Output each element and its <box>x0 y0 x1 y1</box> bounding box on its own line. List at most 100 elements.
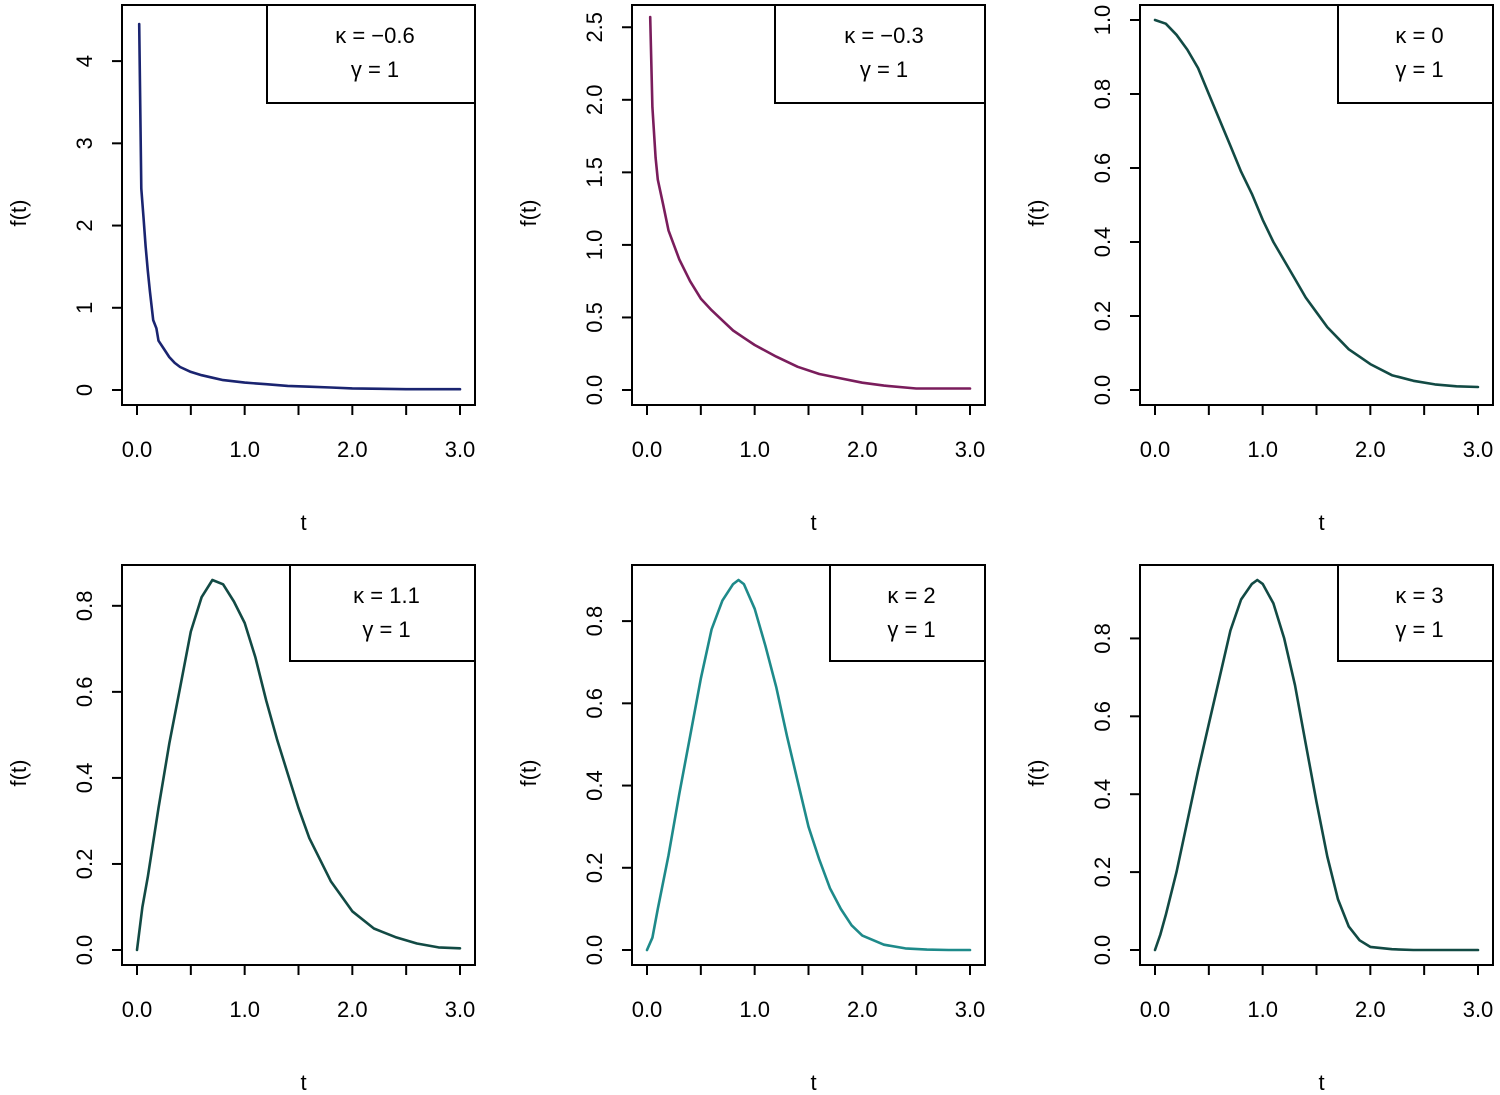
panel-4: 0.0 1.0 2.0 3.0 t 0.0 0.2 0.4 0.6 0.8 f(t) κ = 1.1 γ… <box>6 564 476 1095</box>
legend: κ = 0 γ = 1 <box>1337 4 1494 104</box>
legend: κ = 2 γ = 1 <box>829 564 986 662</box>
y-tick-label: 2.5 <box>582 12 607 43</box>
y-axis-label: f(t) <box>1024 200 1049 227</box>
x-tick-label: 2.0 <box>847 437 878 462</box>
y-tick-label: 0.2 <box>582 852 607 883</box>
legend-kappa: κ = 1.1 <box>353 583 420 608</box>
y-tick-label: 0.0 <box>582 935 607 966</box>
legend-gamma: γ = 1 <box>887 617 935 642</box>
y-axis-label: f(t) <box>6 200 31 227</box>
x-axis-label: t <box>1318 510 1324 535</box>
legend-gamma: γ = 1 <box>351 57 399 82</box>
y-tick-label: 0.0 <box>72 935 97 966</box>
legend: κ = −0.6 γ = 1 <box>266 4 476 104</box>
y-tick-label: 0.0 <box>1090 935 1115 966</box>
legend-kappa: κ = 2 <box>887 583 935 608</box>
x-tick-label: 1.0 <box>1247 437 1278 462</box>
legend: κ = 1.1 γ = 1 <box>289 564 476 662</box>
x-tick-label: 3.0 <box>955 997 986 1022</box>
y-tick-label: 0.0 <box>582 375 607 406</box>
legend-box <box>1337 4 1494 104</box>
y-axis-label: f(t) <box>6 760 31 787</box>
x-tick-label: 0.0 <box>1140 997 1171 1022</box>
y-tick-label: 0.2 <box>1090 857 1115 888</box>
legend: κ = 3 γ = 1 <box>1337 564 1494 662</box>
x-tick-label: 1.0 <box>229 997 260 1022</box>
x-tick-label: 0.0 <box>122 997 153 1022</box>
x-tick-label: 1.0 <box>739 437 770 462</box>
y-axis-label: f(t) <box>516 760 541 787</box>
x-tick-label: 3.0 <box>1463 997 1494 1022</box>
x-tick-label: 3.0 <box>1463 437 1494 462</box>
x-tick-label: 0.0 <box>632 437 663 462</box>
legend-box <box>289 564 476 662</box>
x-tick-label: 1.0 <box>1247 997 1278 1022</box>
y-axis: 0.0 0.2 0.4 0.6 0.8 f(t) <box>6 591 122 966</box>
y-axis: 0.0 0.2 0.4 0.6 0.8 f(t) <box>1024 623 1140 965</box>
y-tick-label: 1.5 <box>582 157 607 188</box>
series-line <box>137 22 462 391</box>
y-tick-label: 0.6 <box>582 688 607 719</box>
x-tick-label: 2.0 <box>847 997 878 1022</box>
legend-kappa: κ = 0 <box>1395 23 1443 48</box>
x-axis-label: t <box>810 1070 816 1095</box>
panel-1: 0.0 1.0 2.0 3.0 t 0 1 2 3 4 f(t) κ = −0.6 γ = 1 <box>6 4 476 535</box>
series-line <box>645 578 972 952</box>
x-axis: 0.0 1.0 2.0 3.0 t <box>122 965 475 1095</box>
y-tick-label: 0.2 <box>72 849 97 880</box>
x-axis: 0.0 1.0 2.0 3.0 t <box>1140 405 1494 535</box>
legend-box <box>829 564 986 662</box>
panel-2: 0.0 1.0 2.0 3.0 t 0.0 0.5 1.0 1.5 2.0 2.5 f(t) κ = −… <box>516 4 986 535</box>
legend-kappa: κ = −0.3 <box>844 23 924 48</box>
x-tick-label: 0.0 <box>1140 437 1171 462</box>
legend-gamma: γ = 1 <box>1395 57 1443 82</box>
y-tick-label: 0.6 <box>72 677 97 708</box>
y-tick-label: 0.8 <box>1090 623 1115 654</box>
y-tick-label: 0.2 <box>1090 301 1115 332</box>
y-tick-label: 0.0 <box>1090 375 1115 406</box>
y-tick-label: 0.4 <box>1090 779 1115 810</box>
y-tick-label: 0.8 <box>72 591 97 622</box>
y-tick-label: 0.8 <box>582 606 607 637</box>
legend-kappa: κ = −0.6 <box>335 23 415 48</box>
y-tick-label: 0.8 <box>1090 79 1115 110</box>
y-axis: 0 1 2 3 4 f(t) <box>6 55 122 396</box>
legend-box <box>774 4 986 104</box>
x-tick-label: 0.0 <box>122 437 153 462</box>
y-tick-label: 2.0 <box>582 85 607 116</box>
y-tick-label: 0.4 <box>1090 227 1115 258</box>
legend-gamma: γ = 1 <box>860 57 908 82</box>
x-axis: 0.0 1.0 2.0 3.0 t <box>632 405 986 535</box>
panel-6: 0.0 1.0 2.0 3.0 t 0.0 0.2 0.4 0.6 0.8 f(t) κ = 3 γ =… <box>1024 564 1494 1095</box>
x-tick-label: 2.0 <box>1355 997 1386 1022</box>
x-tick-label: 2.0 <box>337 997 368 1022</box>
y-tick-label: 1.0 <box>582 230 607 261</box>
legend-gamma: γ = 1 <box>362 617 410 642</box>
x-tick-label: 1.0 <box>229 437 260 462</box>
panel-3: 0.0 1.0 2.0 3.0 t 0.0 0.2 0.4 0.6 0.8 1.0 f(t) κ = 0… <box>1024 4 1494 535</box>
x-tick-label: 2.0 <box>1355 437 1386 462</box>
y-tick-label: 2 <box>72 219 97 231</box>
y-axis-label: f(t) <box>516 200 541 227</box>
x-tick-label: 0.0 <box>632 997 663 1022</box>
x-tick-label: 3.0 <box>955 437 986 462</box>
y-axis-label: f(t) <box>1024 760 1049 787</box>
y-tick-label: 1 <box>72 302 97 314</box>
panel-5: 0.0 1.0 2.0 3.0 t 0.0 0.2 0.4 0.6 0.8 f(t) κ = 2 γ =… <box>516 564 986 1095</box>
x-axis-label: t <box>1318 1070 1324 1095</box>
legend-box <box>266 4 476 104</box>
x-axis: 0.0 1.0 2.0 3.0 t <box>122 405 475 535</box>
y-tick-label: 0.6 <box>1090 153 1115 184</box>
legend-gamma: γ = 1 <box>1395 617 1443 642</box>
y-axis: 0.0 0.2 0.4 0.6 0.8 1.0 f(t) <box>1024 5 1140 406</box>
y-tick-label: 0 <box>72 384 97 396</box>
y-tick-label: 0.4 <box>582 770 607 801</box>
x-tick-label: 1.0 <box>739 997 770 1022</box>
y-axis: 0.0 0.5 1.0 1.5 2.0 2.5 f(t) <box>516 12 632 405</box>
y-tick-label: 1.0 <box>1090 5 1115 36</box>
series-line <box>1153 18 1480 389</box>
y-tick-label: 0.6 <box>1090 701 1115 732</box>
y-tick-label: 0.4 <box>72 763 97 794</box>
y-tick-label: 0.5 <box>582 302 607 333</box>
